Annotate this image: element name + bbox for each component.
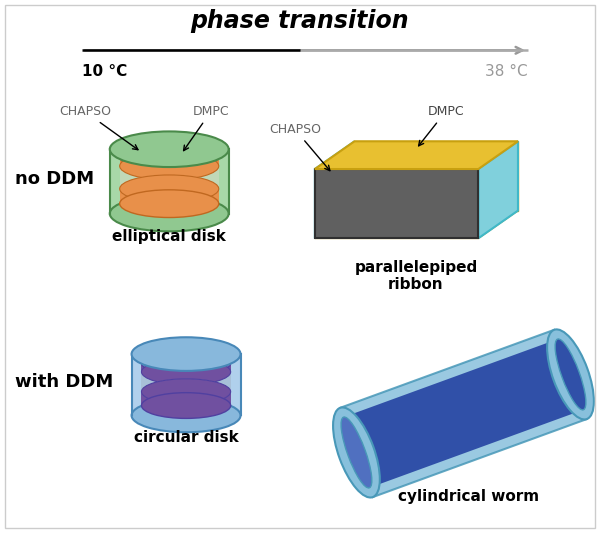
Ellipse shape: [555, 339, 586, 410]
Polygon shape: [340, 330, 587, 497]
Ellipse shape: [341, 417, 372, 488]
Text: CHAPSO: CHAPSO: [269, 123, 330, 171]
Polygon shape: [344, 339, 583, 488]
Polygon shape: [142, 363, 230, 372]
Polygon shape: [315, 141, 518, 169]
Polygon shape: [315, 141, 355, 238]
Ellipse shape: [142, 350, 230, 376]
Ellipse shape: [142, 393, 230, 418]
Ellipse shape: [131, 337, 241, 371]
Polygon shape: [119, 166, 219, 189]
Polygon shape: [355, 141, 518, 211]
Ellipse shape: [131, 399, 241, 432]
Text: elliptical disk: elliptical disk: [112, 229, 226, 245]
Polygon shape: [315, 211, 518, 238]
Text: 38 °C: 38 °C: [485, 64, 528, 79]
Polygon shape: [315, 169, 478, 238]
Ellipse shape: [119, 190, 219, 217]
Ellipse shape: [547, 329, 594, 419]
Text: cylindrical worm: cylindrical worm: [398, 489, 539, 504]
Ellipse shape: [142, 379, 230, 405]
Text: CHAPSO: CHAPSO: [59, 105, 138, 150]
Ellipse shape: [119, 152, 219, 180]
Polygon shape: [142, 372, 230, 392]
Ellipse shape: [110, 132, 229, 167]
Text: phase transition: phase transition: [191, 9, 409, 33]
Polygon shape: [131, 354, 241, 415]
Text: with DDM: with DDM: [14, 373, 113, 391]
Polygon shape: [478, 141, 518, 238]
Text: parallelepiped
ribbon: parallelepiped ribbon: [354, 260, 478, 293]
Polygon shape: [110, 149, 229, 214]
Ellipse shape: [142, 359, 230, 385]
Ellipse shape: [333, 407, 380, 497]
Text: DMPC: DMPC: [184, 105, 229, 151]
Polygon shape: [142, 392, 230, 406]
Ellipse shape: [119, 175, 219, 203]
Text: no DDM: no DDM: [14, 170, 94, 188]
Ellipse shape: [110, 196, 229, 231]
Text: circular disk: circular disk: [134, 430, 238, 445]
Text: 10 °C: 10 °C: [82, 64, 127, 79]
Ellipse shape: [119, 175, 219, 203]
Polygon shape: [119, 157, 219, 166]
Polygon shape: [119, 189, 219, 204]
Ellipse shape: [142, 379, 230, 405]
Text: DMPC: DMPC: [419, 105, 464, 146]
Ellipse shape: [119, 143, 219, 171]
